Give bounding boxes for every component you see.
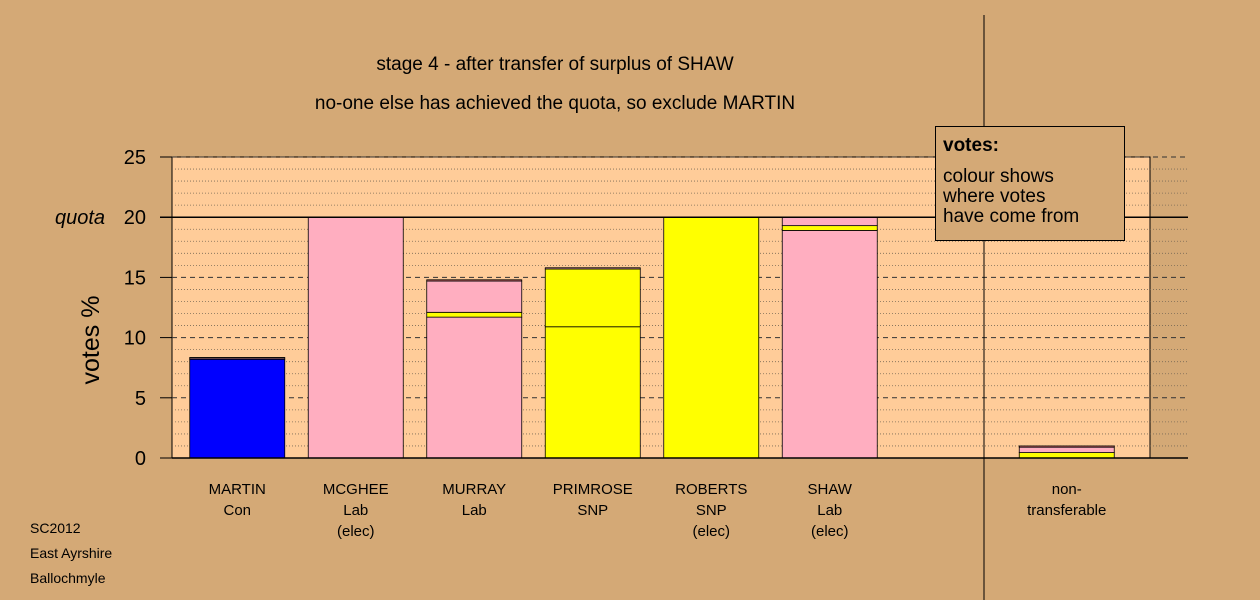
category-label: Lab <box>462 502 487 519</box>
footer-council: East Ayrshire <box>30 545 113 561</box>
bar-segment <box>426 311 523 318</box>
chart-title: stage 4 - after transfer of surplus of S… <box>376 54 734 75</box>
bar-segment <box>1018 446 1115 453</box>
y-axis-label: votes % <box>77 296 105 385</box>
bar-segment <box>781 216 878 227</box>
quota-label: quota <box>55 207 105 229</box>
bar-segment <box>1018 452 1115 459</box>
bar-segment <box>544 326 641 459</box>
category-label: SNP <box>696 502 727 519</box>
bar-segment <box>426 279 523 282</box>
category-label: MURRAY <box>442 481 506 498</box>
category-label: (elec) <box>692 523 730 540</box>
bar-segment <box>544 267 641 270</box>
y-tick-label: 5 <box>135 388 146 410</box>
category-label: Lab <box>343 502 368 519</box>
bar-segment <box>663 216 760 459</box>
legend: votes: colour shows where votes have com… <box>935 126 1125 241</box>
legend-title: votes: <box>943 135 999 156</box>
category-label: MARTIN <box>209 481 266 498</box>
category-label: SNP <box>577 502 608 519</box>
bar-segment <box>189 357 286 359</box>
bar-segment <box>426 316 523 459</box>
category-label: ROBERTS <box>675 481 747 498</box>
legend-text-line: colour shows <box>943 166 1054 187</box>
category-label: (elec) <box>811 523 849 540</box>
bar-segment <box>189 358 286 459</box>
bar-segment <box>781 225 878 231</box>
footer-year: SC2012 <box>30 520 81 536</box>
category-label: (elec) <box>337 523 375 540</box>
category-label: transferable <box>1027 502 1106 519</box>
y-tick-label: 25 <box>124 147 146 169</box>
chart-subtitle: no-one else has achieved the quota, so e… <box>314 93 796 114</box>
y-tick-label: 20 <box>124 207 146 229</box>
footer-ward: Ballochmyle <box>30 570 106 586</box>
category-label: Lab <box>817 502 842 519</box>
bar-segment <box>1018 445 1115 448</box>
legend-text-line: where votes <box>943 186 1046 207</box>
category-label: SHAW <box>808 481 853 498</box>
category-label: MCGHEE <box>323 481 389 498</box>
y-tick-label: 15 <box>124 267 146 289</box>
bar-segment <box>544 268 641 328</box>
legend-text-line: have come from <box>943 206 1080 227</box>
category-label: PRIMROSE <box>553 481 633 498</box>
y-tick-label: 10 <box>124 328 146 350</box>
category-label: Con <box>223 502 251 519</box>
bar-segment <box>781 230 878 459</box>
category-label: non- <box>1052 481 1082 498</box>
bar-segment <box>426 280 523 313</box>
bar-segment <box>307 216 404 459</box>
y-tick-label: 0 <box>135 448 146 470</box>
